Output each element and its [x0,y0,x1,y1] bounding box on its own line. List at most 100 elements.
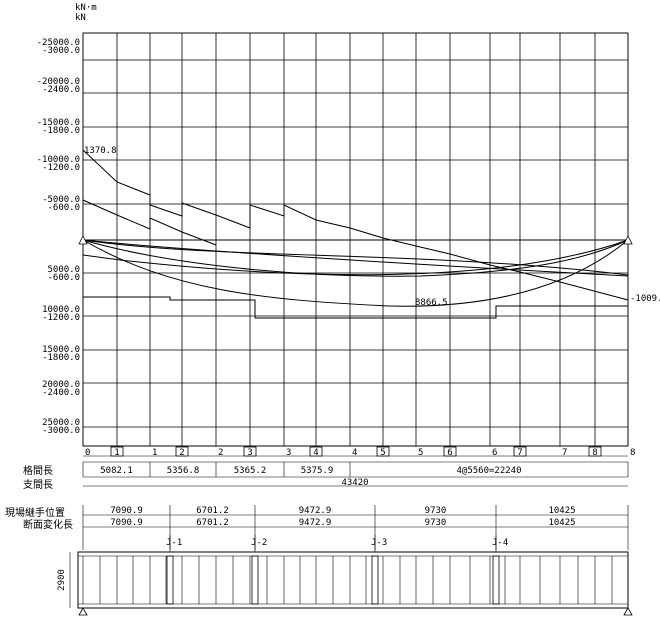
row-label-span-length: 支間長 [23,479,53,491]
panel-length-value: 5375.9 [301,466,334,476]
unit-shear: kN [75,13,86,23]
moment-line-main [82,239,629,307]
panel-box [175,446,189,457]
y-tick-moment: -20000.0 [37,77,80,87]
panel-box [376,446,390,457]
row-label-section-change: 断面変化長 [23,518,73,531]
panel-box [309,446,323,457]
annotation-shear-left: 1370.8 [84,146,117,156]
node-label: 2 [218,448,223,458]
dimension-rows: 格間長 支間長 5082.1 5356.8 5365.2 5375.9 4@5560=2… [5,461,629,550]
bearing-left-icon [78,607,88,616]
y-tick-shear: -1800.0 [42,126,80,136]
y-axis-ticks: -25000.0-3000.0-20000.0-2400.0-15000.0-1… [37,38,80,436]
panel-length-value: 5082.1 [100,466,133,476]
girder-height: 2900 [57,569,67,591]
joint-plate [371,555,379,605]
section-change-value: 9472.9 [299,518,332,528]
y-tick-moment: -5000.0 [42,195,80,205]
panel-box [243,446,257,457]
node-label: 1 [152,448,157,458]
joint-label: J-1 [166,538,182,548]
section-change-value: 9730 [425,518,447,528]
y-tick-moment: 10000.0 [42,305,80,315]
splice-position-values: 7090.9 6701.2 9472.9 9730 10425 [82,505,629,550]
node-label: 0 [85,448,90,458]
panel-label: 6 [447,448,452,458]
y-tick-shear: -600.0 [47,203,80,213]
moment-line-lower [82,239,629,277]
section-change-value: 7090.9 [110,518,143,528]
span-length-value: 43420 [341,478,368,488]
joint-plate [251,555,259,605]
girder-elevation: J-1 J-2 J-3 J-4 2900 [57,535,633,616]
shear-line-lower [82,199,217,246]
y-tick-moment: 20000.0 [42,380,80,390]
panel-length-values: 5082.1 5356.8 5365.2 5375.9 4@5560=22240 [82,462,629,477]
section-change-value: 6701.2 [196,518,229,528]
unit-moment: kN·m [75,3,97,13]
panel-box [588,446,602,457]
section-change-values: 7090.9 6701.2 9472.9 9730 10425 [110,518,575,528]
moment-line-cross [82,239,629,276]
moment-shear-curves [82,149,629,319]
panel-length-value: 5365.2 [234,466,267,476]
bearing-right-icon [623,607,633,616]
section-change-value: 10425 [548,518,575,528]
splice-position-value: 6701.2 [196,506,229,516]
y-tick-moment: 5000.0 [47,265,80,275]
y-tick-shear: -2400.0 [42,388,80,398]
splice-position-value: 9472.9 [299,506,332,516]
moment-line-right [82,239,629,276]
support-right-icon [623,235,633,245]
y-tick-moment: 15000.0 [42,345,80,355]
y-tick-shear: -2400.0 [42,85,80,95]
resistance-step-line [83,296,628,319]
panel-box [110,446,124,457]
panel-label: 4 [313,448,318,458]
y-tick-shear: -1200.0 [42,163,80,173]
y-tick-moment: -25000.0 [37,38,80,48]
y-tick-shear: -1200.0 [42,313,80,323]
shear-line-upper [82,149,629,301]
splice-joints: J-1 J-2 J-3 J-4 [166,535,508,605]
panel-label: 5 [380,448,385,458]
annotation-moment-max: 8866.5 [415,298,448,308]
y-tick-shear: -3000.0 [42,46,80,56]
node-label: 7 [562,448,567,458]
node-label: 6 [492,448,497,458]
node-row: 0 1 2 3 4 5 6 7 8 1 2 3 4 5 6 7 8 [83,445,635,458]
panel-length-value: 5356.8 [167,466,200,476]
splice-position-value: 10425 [548,506,575,516]
panel-box [513,446,527,457]
panel-label: 2 [179,448,184,458]
joint-label: J-2 [251,538,267,548]
joint-label: J-3 [371,538,387,548]
panel-length-value: 4@5560=22240 [456,466,521,476]
diagram-grid [82,32,629,447]
node-label: 4 [352,448,357,458]
panel-label: 8 [592,448,597,458]
y-tick-shear: -1800.0 [42,353,80,363]
y-tick-moment: 25000.0 [42,418,80,428]
joint-label: J-4 [492,538,508,548]
support-left-icon [78,235,88,245]
y-tick-shear: -600.0 [47,273,80,283]
panel-box [443,446,457,457]
row-label-splice-position: 現場継手位置 [5,506,65,519]
node-label: 5 [418,448,423,458]
y-tick-shear: -3000.0 [42,426,80,436]
joint-plate [166,555,174,605]
node-label: 8 [630,448,635,458]
y-tick-moment: -10000.0 [37,155,80,165]
node-label: 3 [286,448,291,458]
joint-plate [492,555,500,605]
annotation-shear-right: -1009.2 [630,294,660,304]
y-tick-moment: -15000.0 [37,118,80,128]
panel-label: 1 [114,448,119,458]
splice-position-value: 9730 [425,506,447,516]
panel-label: 3 [247,448,252,458]
splice-position-value: 7090.9 [110,506,143,516]
